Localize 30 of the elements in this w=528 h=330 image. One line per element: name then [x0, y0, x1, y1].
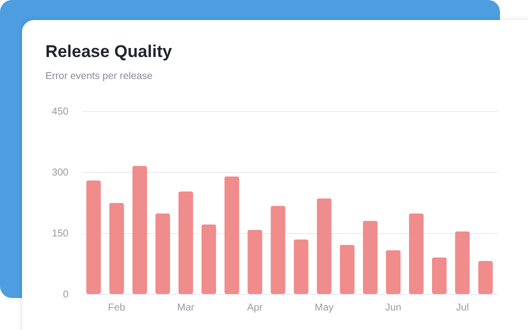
chart-subtitle: Error events per release: [45, 71, 154, 82]
bar: [478, 261, 493, 294]
bar: [362, 220, 378, 294]
x-tick-label: Apr: [247, 302, 264, 314]
x-tick-label: Jun: [385, 302, 402, 314]
y-tick-label: 300: [52, 168, 69, 178]
bar: [340, 244, 355, 294]
x-tick-label: May: [314, 302, 334, 314]
bar: [248, 230, 262, 294]
bar: [178, 192, 194, 294]
bar: [294, 240, 308, 294]
chart-title: Release Quality: [45, 42, 172, 61]
bar: [155, 213, 170, 294]
y-tick-label: 450: [52, 106, 69, 118]
bar: [224, 176, 240, 294]
bar: [316, 198, 332, 294]
x-tick-label: Mar: [177, 302, 196, 314]
bar: [86, 180, 101, 294]
y-tick-label: 0: [62, 290, 69, 300]
bar: [432, 257, 447, 294]
bar: [455, 231, 470, 294]
x-tick-label: Feb: [108, 302, 126, 314]
y-tick-label: 150: [52, 228, 69, 240]
bar: [109, 202, 124, 294]
bar: [132, 166, 148, 294]
x-tick-label: Jul: [456, 302, 469, 314]
bar: [270, 206, 286, 294]
bar: [408, 213, 424, 294]
bar: [201, 224, 216, 294]
bar: [386, 250, 401, 294]
